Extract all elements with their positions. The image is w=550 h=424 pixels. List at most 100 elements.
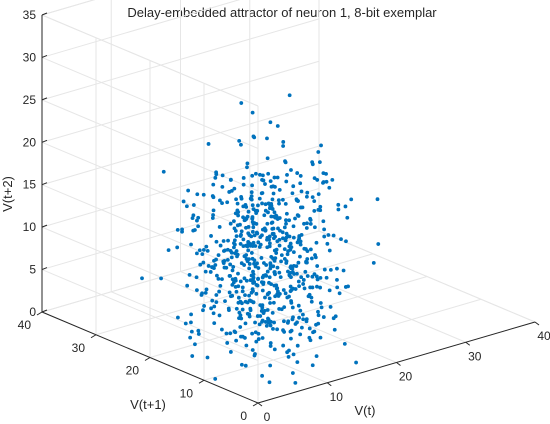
data-point [268,341,273,345]
data-point [226,238,230,243]
data-point [244,253,249,257]
data-point [243,299,248,304]
data-point [277,216,282,220]
x-tick-mark [465,341,471,346]
data-point [211,182,216,187]
data-point [257,196,262,201]
data-point [299,275,304,280]
data-point [195,218,199,223]
data-point [258,235,263,239]
data-point [241,237,246,242]
data-point [301,282,306,286]
data-point [282,225,287,230]
data-point [204,244,209,249]
data-point [237,316,241,320]
data-point [247,242,252,246]
data-point [256,277,260,281]
data-point [260,177,264,182]
data-point [190,216,195,221]
z-tick-label: 20 [23,135,37,149]
z-tick-mark [41,97,48,101]
data-point [267,234,272,239]
data-point [268,179,273,184]
data-point [281,343,286,348]
data-point [304,226,309,230]
data-point [267,237,271,242]
data-point [223,299,227,304]
data-point [321,219,326,224]
data-point [199,293,204,297]
data-point [246,248,251,253]
data-point [316,192,321,197]
data-point [317,160,322,165]
data-point [161,169,166,174]
data-point [264,323,269,328]
data-point [290,317,295,322]
data-point [209,306,214,311]
data-point [193,228,197,232]
data-point [310,162,315,167]
data-point [281,140,286,144]
y-tick-mark [252,402,259,407]
data-point [250,110,255,115]
data-point [241,182,246,187]
y-tick-mark [90,334,97,339]
data-point [232,186,237,191]
y-tick-mark [144,357,151,361]
data-point [279,253,284,258]
data-point [261,173,265,178]
data-point [214,239,219,244]
data-point [239,194,244,199]
data-point [184,204,189,209]
data-point [247,293,251,298]
data-point [282,247,287,252]
data-point [222,249,226,253]
data-point [249,234,254,239]
data-point [336,207,341,212]
data-point [220,277,224,282]
data-point [314,274,319,279]
z-tick-label: 10 [23,220,37,234]
data-point [268,261,273,266]
data-point [300,325,304,330]
data-point [245,165,249,170]
data-point [211,208,216,213]
data-point [261,282,266,286]
y-tick-label: 40 [18,318,32,332]
data-point [263,202,268,207]
data-point [260,191,265,195]
scatter-points [140,93,381,385]
data-point [326,233,331,237]
data-point [211,195,216,200]
data-point [233,242,237,247]
data-point [309,299,314,304]
data-point [314,322,318,327]
data-point [188,335,193,340]
data-point [240,307,245,312]
data-point [302,246,307,251]
data-point [225,341,230,345]
data-point [281,144,286,148]
data-point [288,241,293,246]
data-point [314,240,319,245]
data-point [305,274,310,278]
data-point [319,305,324,310]
data-point [304,319,309,324]
data-point [318,208,323,213]
data-point [234,197,238,202]
data-point [175,228,180,232]
data-point [230,277,235,282]
chart-title: Delay-embedded attractor of neuron 1, 8-… [127,5,437,20]
data-point [310,363,315,368]
data-point [218,283,223,288]
data-point [297,284,301,289]
data-point [291,224,296,229]
data-point [305,260,309,265]
data-point [229,177,233,182]
data-point [235,223,240,228]
data-point [187,273,192,277]
data-point [228,262,233,267]
data-point [289,336,293,341]
data-point [293,322,298,326]
